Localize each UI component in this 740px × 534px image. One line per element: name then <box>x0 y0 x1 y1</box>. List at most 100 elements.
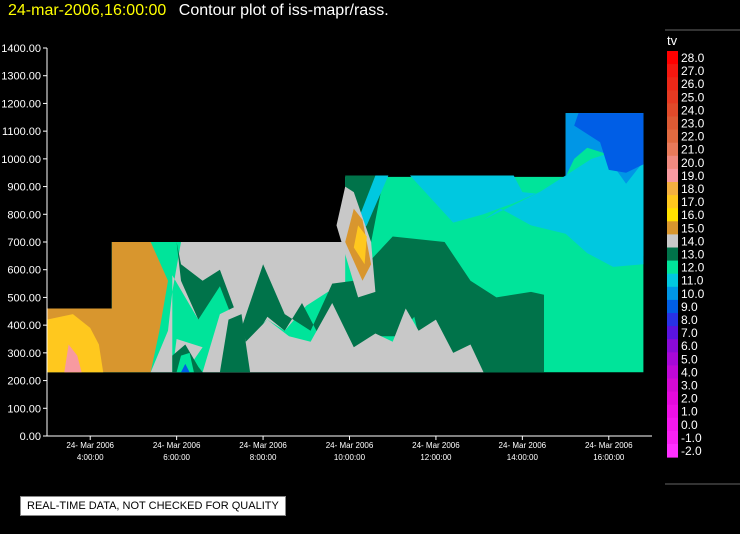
contour-pink-low-left <box>64 344 82 373</box>
contour-green-13-hill <box>219 314 251 373</box>
x-tick-date: 24- Mar 2006 <box>499 441 547 450</box>
colorbar-swatch <box>667 313 678 327</box>
y-tick-label: 400.00 <box>7 320 41 332</box>
y-tick-label: 800.00 <box>7 209 41 221</box>
colorbar-level-label: 22.0 <box>681 130 705 144</box>
contour-yellow-peak <box>353 225 367 265</box>
x-tick-date: 24- Mar 2006 <box>412 441 460 450</box>
y-tick-label: 1300.00 <box>1 71 41 83</box>
colorbar-level-label: 19.0 <box>681 169 705 183</box>
x-tick-time: 14:00:00 <box>507 453 539 462</box>
colorbar-swatch <box>667 195 678 209</box>
y-tick-label: 600.00 <box>7 265 41 277</box>
colorbar-swatch <box>667 404 678 419</box>
colorbar-swatch <box>667 168 678 183</box>
colorbar-level-label: 6.0 <box>681 339 698 353</box>
colorbar-level-label: 8.0 <box>681 313 698 327</box>
colorbar-level-label: 21.0 <box>681 143 705 157</box>
y-tick-label: 1000.00 <box>1 154 41 166</box>
colorbar-level-label: 28.0 <box>681 51 705 65</box>
colorbar-level-label: 2.0 <box>681 392 698 406</box>
colorbar-swatch <box>667 391 678 406</box>
colorbar-swatch <box>667 51 678 65</box>
colorbar-swatch <box>667 286 678 301</box>
contour-yellow-warm <box>47 314 104 373</box>
contour-regions <box>47 113 644 373</box>
colorbar-swatch <box>667 247 678 262</box>
quality-notice: REAL-TIME DATA, NOT CHECKED FOR QUALITY <box>20 496 286 516</box>
y-tick-label: 500.00 <box>7 292 41 304</box>
timestamp: 24-mar-2006,16:00:00 <box>8 2 167 19</box>
colorbar-swatch <box>667 221 678 235</box>
colorbar-label: tv <box>667 33 678 48</box>
colorbar-level-label: 18.0 <box>681 182 705 196</box>
contour-teal-cell <box>176 352 194 373</box>
colorbar-swatch <box>667 77 678 91</box>
colorbar-level-label: 9.0 <box>681 300 698 314</box>
y-tick-label: 1100.00 <box>2 126 41 138</box>
colorbar-level-label: 14.0 <box>681 234 705 248</box>
colorbar-swatch <box>667 299 678 314</box>
x-tick-date: 24- Mar 2006 <box>585 441 633 450</box>
colorbar-level-label: 25.0 <box>681 90 705 104</box>
colorbar-level-label: 11.0 <box>681 274 704 288</box>
colorbar-swatch <box>667 208 678 222</box>
x-tick-time: 6:00:00 <box>163 453 190 462</box>
colorbar-level-label: 17.0 <box>681 195 705 209</box>
colorbar-level-label: 1.0 <box>681 405 698 419</box>
y-tick-label: 1200.00 <box>1 98 41 110</box>
x-tick-date: 24- Mar 2006 <box>66 441 114 450</box>
x-tick-date: 24- Mar 2006 <box>239 441 287 450</box>
colorbar-swatch <box>667 182 678 196</box>
colorbar-level-label: 16.0 <box>681 208 705 222</box>
colorbar-swatch <box>667 129 678 144</box>
x-tick-date: 24- Mar 2006 <box>326 441 374 450</box>
colorbar-swatch <box>667 64 678 78</box>
colorbar: tv28.027.026.025.024.023.022.021.020.019… <box>665 29 740 485</box>
colorbar-swatch <box>667 444 678 458</box>
colorbar-swatch <box>667 417 678 432</box>
x-tick-date: 24- Mar 2006 <box>153 441 201 450</box>
y-tick-label: 900.00 <box>7 182 41 194</box>
contour-grey-mid <box>202 303 484 373</box>
x-tick-time: 16:00:00 <box>593 453 625 462</box>
colorbar-level-label: 7.0 <box>681 326 698 340</box>
colorbar-level-label: 27.0 <box>681 64 705 78</box>
colorbar-level-label: 13.0 <box>681 248 705 262</box>
contour-teal-upper-2 <box>483 158 644 267</box>
colorbar-level-label: 20.0 <box>681 156 705 170</box>
colorbar-level-label: 12.0 <box>681 261 705 275</box>
colorbar-swatch <box>667 326 678 340</box>
colorbar-level-label: 3.0 <box>681 379 698 393</box>
colorbar-swatch <box>667 339 678 353</box>
x-tick-time: 12:00:00 <box>420 453 452 462</box>
y-tick-label: 200.00 <box>7 376 41 388</box>
x-tick-time: 8:00:00 <box>250 453 277 462</box>
colorbar-swatch <box>667 234 678 248</box>
colorbar-swatch <box>667 273 678 288</box>
colorbar-level-label: 5.0 <box>681 352 698 366</box>
chart-title: 24-mar-2006,16:00:00 Contour plot of iss… <box>8 2 389 20</box>
x-tick-time: 10:00:00 <box>334 453 366 462</box>
x-tick-time: 4:00:00 <box>77 453 104 462</box>
axes: 0.00 100.00 200.00 300.00 400.00 500.00 600.00… <box>1 43 652 462</box>
colorbar-swatch <box>667 103 678 117</box>
colorbar-level-label: -2.0 <box>681 444 702 458</box>
y-tick-label: 100.00 <box>7 403 41 415</box>
colorbar-swatch <box>667 430 678 445</box>
y-tick-label: 700.00 <box>7 237 41 249</box>
colorbar-level-label: 0.0 <box>681 418 698 432</box>
colorbar-level-label: 15.0 <box>681 221 705 235</box>
colorbar-swatch <box>667 378 678 393</box>
colorbar-swatch <box>667 260 678 275</box>
colorbar-swatch <box>667 142 678 157</box>
contour-dark-blue-top <box>574 113 644 173</box>
colorbar-level-label: 24.0 <box>681 103 705 117</box>
colorbar-level-label: 10.0 <box>681 287 705 301</box>
colorbar-level-label: 26.0 <box>681 77 705 91</box>
colorbar-swatch <box>667 365 678 379</box>
y-tick-label: 300.00 <box>7 348 41 360</box>
colorbar-swatch <box>667 90 678 104</box>
colorbar-swatch <box>667 155 678 170</box>
